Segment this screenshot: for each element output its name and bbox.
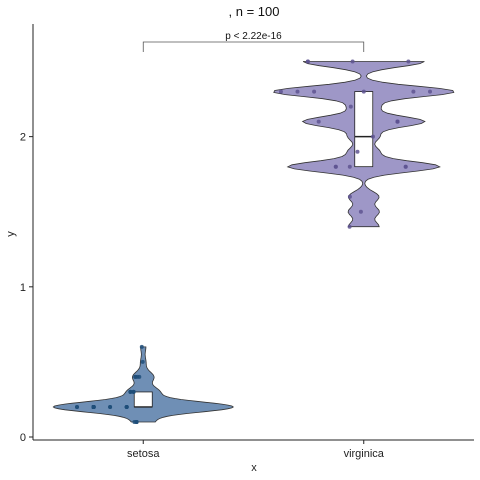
data-point [347, 224, 352, 229]
data-point [403, 164, 408, 169]
data-point [305, 59, 310, 64]
violins-layer [52, 61, 455, 423]
ticks-layer: 0 1 2 setosa virginica [20, 132, 385, 460]
data-point [278, 89, 283, 94]
data-point [133, 374, 138, 379]
violin-setosa [52, 346, 235, 423]
data-point [312, 89, 317, 94]
data-point [350, 59, 355, 64]
data-point [348, 104, 353, 109]
data-point [428, 89, 432, 94]
data-point [295, 89, 300, 94]
box-setosa [133, 391, 153, 408]
data-point [406, 59, 411, 64]
data-point [124, 405, 129, 409]
data-point [358, 209, 363, 214]
chart-title: , n = 100 [229, 4, 280, 19]
points-layer [75, 59, 432, 424]
boxes-layer [133, 91, 374, 408]
data-point [395, 119, 400, 124]
data-point [361, 89, 366, 94]
axes-layer [32, 24, 474, 441]
data-point [347, 164, 352, 169]
data-point [371, 134, 375, 139]
data-point [134, 420, 139, 424]
x-axis-title: x [251, 462, 257, 474]
y-tick-label: 2 [20, 132, 26, 144]
significance-bracket: p < 2.22e-16 [142, 31, 365, 53]
data-point [139, 344, 144, 349]
data-point [347, 194, 352, 199]
significance-bracket-line [142, 41, 365, 53]
data-point [91, 405, 96, 409]
data-point [355, 149, 360, 154]
y-tick-label: 1 [20, 282, 26, 294]
box-virginica [354, 91, 374, 168]
data-point [411, 89, 416, 94]
data-point [333, 164, 338, 169]
x-tick-label: setosa [127, 448, 160, 460]
data-point [108, 405, 113, 409]
data-point [140, 359, 145, 364]
x-tick-label: virginica [344, 448, 385, 460]
data-point [128, 389, 133, 394]
data-point [316, 119, 321, 124]
y-axis-title: y [5, 231, 17, 237]
data-point [131, 389, 136, 394]
significance-label: p < 2.22e-16 [225, 31, 282, 42]
y-tick-label: 0 [20, 432, 26, 444]
data-point [75, 405, 79, 409]
